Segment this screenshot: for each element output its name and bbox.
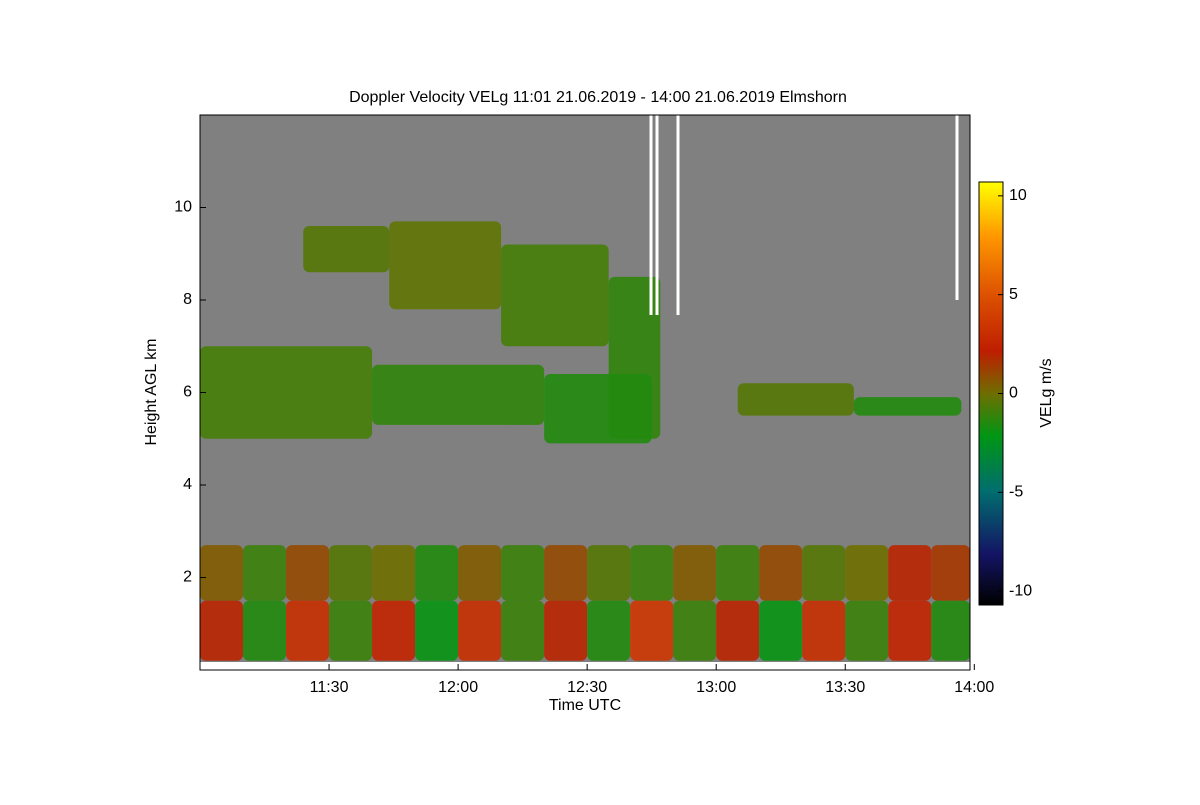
y-tick-label: 10 (174, 199, 192, 216)
x-tick-label: 11:30 (310, 679, 349, 696)
velocity-cell (931, 545, 970, 601)
velocity-cell (243, 545, 287, 601)
velocity-cell (415, 545, 459, 601)
velocity-cell (458, 600, 502, 661)
blank-strip (200, 662, 970, 670)
velocity-cell (458, 545, 502, 601)
velocity-cell (802, 545, 846, 601)
velocity-cell (587, 600, 631, 661)
velocity-cell (888, 545, 932, 601)
velocity-cell (931, 600, 970, 661)
velocity-cell (673, 600, 717, 661)
colorbar-tick-label: 0 (1009, 385, 1018, 402)
velocity-cell (544, 374, 652, 444)
colorbar-tick-label: 10 (1009, 187, 1027, 204)
colorbar-tick-label: 5 (1009, 286, 1018, 303)
x-tick-label: 12:30 (567, 679, 607, 696)
velocity-cell (200, 346, 373, 439)
velocity-cell (200, 545, 244, 601)
colorbar-label: VELg m/s (1038, 358, 1055, 427)
y-tick-label: 8 (183, 291, 192, 308)
velocity-cell (501, 244, 609, 347)
y-tick-label: 6 (183, 384, 192, 401)
velocity-cell (286, 600, 330, 661)
velocity-cell (372, 600, 416, 661)
velocity-cell (587, 545, 631, 601)
chart-title: Doppler Velocity VELg 11:01 21.06.2019 -… (349, 89, 847, 106)
velocity-cell (716, 545, 760, 601)
velocity-cell (372, 364, 545, 425)
velocity-cell (845, 600, 889, 661)
velocity-cell (303, 226, 390, 273)
velocity-cell (888, 600, 932, 661)
velocity-cell (737, 383, 854, 416)
velocity-cell (329, 600, 373, 661)
velocity-cell (329, 545, 373, 601)
velocity-cell (389, 221, 502, 310)
velocity-cell (544, 600, 588, 661)
velocity-cell (716, 600, 760, 661)
cells (200, 221, 970, 661)
velocity-cell (415, 600, 459, 661)
x-tick-label: 13:00 (696, 679, 736, 696)
velocity-cell (759, 600, 803, 661)
x-tick-label: 12:00 (438, 679, 478, 696)
y-tick-label: 2 (183, 569, 192, 586)
velocity-cell (286, 545, 330, 601)
velocity-cell (372, 545, 416, 601)
velocity-cell (673, 545, 717, 601)
colorbar-tick-label: -10 (1009, 582, 1032, 599)
velocity-cell (501, 545, 545, 601)
velocity-cell (630, 600, 674, 661)
velocity-cell (845, 545, 889, 601)
velocity-cell (802, 600, 846, 661)
x-axis-label: Time UTC (549, 697, 621, 714)
velocity-cell (544, 545, 588, 601)
x-tick-label: 13:30 (825, 679, 865, 696)
velocity-cell (853, 397, 962, 416)
velocity-cell (630, 545, 674, 601)
data-gaps (649, 115, 959, 315)
colorbar-tick-label: -5 (1009, 484, 1023, 501)
velocity-cell (200, 600, 244, 661)
y-axis-label: Height AGL km (143, 338, 160, 445)
x-tick-label: 14:00 (954, 679, 994, 696)
velocity-cell (501, 600, 545, 661)
velocity-cell (759, 545, 803, 601)
y-tick-label: 4 (183, 476, 192, 493)
velocity-cell (243, 600, 287, 661)
